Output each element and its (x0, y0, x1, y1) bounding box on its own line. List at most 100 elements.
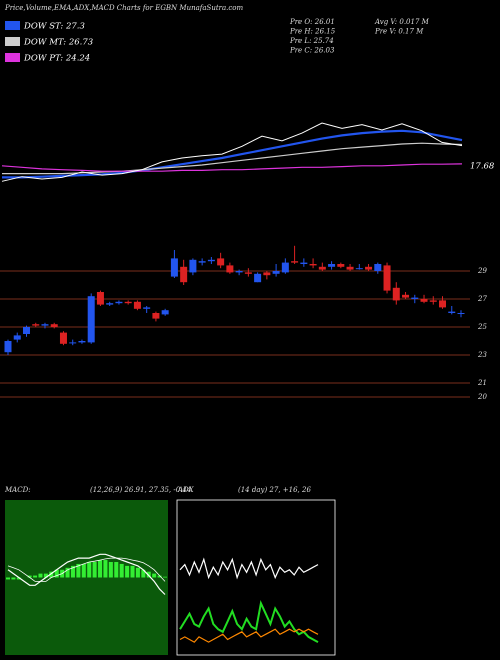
candle-body (392, 287, 400, 301)
candle-body (281, 262, 289, 273)
legend-swatch (5, 21, 20, 30)
info-text: Avg V: 0.017 M (374, 18, 430, 26)
macd-bg (5, 500, 168, 655)
candle-body (189, 259, 197, 273)
macd-hist (108, 562, 113, 578)
macd-hist (157, 575, 162, 578)
adx-frame (176, 499, 336, 656)
candle-body (217, 258, 225, 266)
ema-line (1, 163, 463, 172)
candle-body (124, 301, 132, 304)
y-tick-label: 27 (477, 295, 487, 303)
adx-subtitle: (14 day) 27, +16, 26 (238, 486, 311, 494)
macd-hist (87, 562, 92, 578)
macd-hist (152, 573, 157, 578)
price-line (1, 122, 463, 182)
chart-title: Price,Volume,EMA,ADX,MACD Charts for EGB… (4, 4, 244, 12)
macd-hist (130, 565, 135, 578)
info-text: Pre O: 26.01 (289, 18, 335, 26)
macd-hist (38, 573, 43, 578)
candle-body (374, 264, 382, 271)
adx-title: ADX (177, 486, 195, 494)
info-text: Pre H: 26.15 (289, 28, 336, 36)
candle-body (346, 266, 354, 270)
candle-body (50, 324, 58, 327)
macd-hist (114, 562, 119, 578)
macd-hist (54, 569, 59, 578)
macd-hist (141, 569, 146, 578)
info-text: Pre L: 25.74 (289, 37, 334, 45)
legend-label: DOW PT: 24.24 (23, 54, 90, 64)
candle-body (411, 297, 419, 299)
candle-body (383, 265, 391, 291)
y-tick-label: 29 (477, 267, 487, 275)
candle-body (87, 296, 95, 343)
candle-body (78, 341, 86, 343)
candle-body (244, 272, 252, 274)
macd-hist (16, 577, 21, 580)
candle-body (439, 300, 447, 308)
candle-body (328, 264, 336, 267)
macd-hist (103, 560, 108, 578)
adx-line (179, 600, 319, 643)
y-tick-label: 20 (477, 393, 487, 401)
candle-body (263, 272, 271, 276)
macd-hist (92, 562, 97, 578)
annotation: 17.68 (470, 162, 495, 172)
candle-body (13, 335, 21, 340)
candle-body (115, 301, 123, 304)
info-text: Pre V: 0.17 M (374, 28, 424, 36)
macd-hist (6, 577, 10, 580)
candle-body (133, 301, 141, 309)
candle-body (207, 259, 215, 262)
candle-body (272, 271, 280, 274)
candle-body (402, 294, 410, 298)
macd-hist (11, 577, 16, 580)
candle-body (226, 265, 234, 273)
legend-swatch (5, 37, 20, 46)
macd-hist (43, 573, 48, 578)
macd-hist (146, 571, 151, 578)
y-tick-label: 21 (477, 379, 487, 387)
candle-body (318, 266, 326, 270)
candle-body (32, 324, 40, 326)
candle-body (152, 313, 160, 319)
macd-hist (163, 576, 167, 578)
signal-line (7, 557, 166, 582)
candle-body (4, 341, 12, 353)
candle-body (254, 273, 262, 283)
candle-body (309, 264, 317, 266)
macd-hist (81, 563, 86, 578)
info-text: Pre C: 26.03 (289, 47, 335, 55)
candle-body (59, 332, 67, 344)
macd-hist (119, 563, 124, 578)
candle-body (170, 258, 178, 277)
macd-hist (76, 563, 81, 578)
candle-body (161, 310, 169, 315)
adx-line (179, 628, 319, 643)
candle-body (96, 292, 104, 305)
candle-body (22, 327, 30, 334)
macd-hist (70, 565, 75, 578)
candle-body (300, 262, 308, 264)
candle-body (457, 313, 465, 314)
candle-body (106, 303, 114, 305)
macd-title: MACD: (4, 486, 31, 494)
candle-body (41, 324, 49, 326)
y-tick-label: 23 (477, 351, 487, 359)
candle-body (69, 342, 77, 344)
candle-body (420, 299, 428, 302)
macd-hist (33, 575, 38, 578)
legend-swatch (5, 53, 20, 62)
candle-body (337, 264, 345, 267)
candle-body (448, 311, 456, 313)
ema-line (2, 129, 463, 179)
candle-body (355, 268, 363, 270)
macd-hist (98, 560, 103, 578)
macd-hist (65, 567, 70, 578)
candle-body (198, 261, 206, 263)
legend-label: DOW MT: 26.73 (23, 38, 93, 48)
macd-hist (135, 567, 140, 578)
